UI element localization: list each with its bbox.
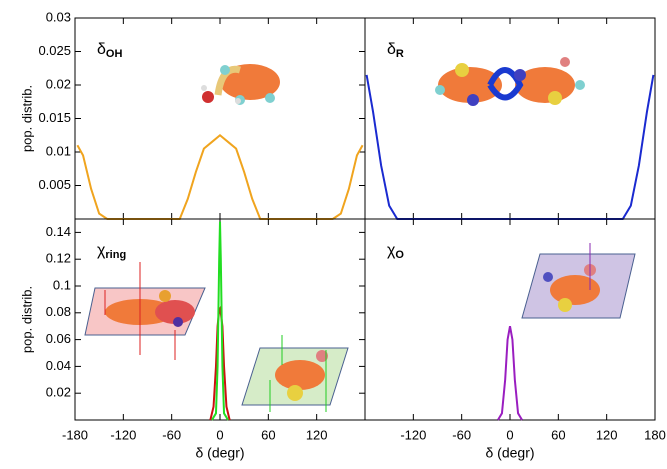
x-tick-label: 0 — [506, 427, 513, 442]
y-tick-label: 0.12 — [46, 251, 71, 266]
panel-label: δR — [387, 41, 404, 60]
y-tick-label: 0.1 — [53, 277, 71, 292]
x-tick-label: 60 — [261, 427, 275, 442]
y-tick-label: 0.02 — [46, 76, 71, 91]
y-tick-label: 0.08 — [46, 304, 71, 319]
x-tick-label: -120 — [110, 427, 136, 442]
plot-frame — [364, 218, 656, 421]
x-axis-label: δ (degr) — [485, 445, 534, 461]
panel-label-subscript: O — [395, 249, 404, 261]
inset-ring — [84, 262, 206, 360]
y-tick-label: 0.14 — [46, 224, 71, 239]
x-tick-label: 0 — [216, 427, 223, 442]
x-tick-label: 60 — [551, 427, 565, 442]
y-axis-label: pop. distrib. — [19, 85, 34, 152]
y-tick-label: 0.04 — [46, 358, 71, 373]
inset-r — [435, 57, 585, 106]
x-axis-label: δ (degr) — [195, 445, 244, 461]
x-tick-label: -180 — [62, 427, 88, 442]
series-line — [497, 326, 523, 421]
y-tick-label: 0.005 — [38, 177, 71, 192]
plot-frame — [364, 17, 656, 220]
y-tick-label: 0.03 — [46, 9, 71, 24]
y-tick-label: 0.02 — [46, 385, 71, 400]
series-line — [211, 221, 229, 421]
y-axis-label: pop. distrib. — [19, 286, 34, 353]
panel-label-subscript: OH — [106, 48, 123, 60]
panel-label-subscript: R — [396, 48, 404, 60]
series-line — [76, 133, 364, 220]
y-tick-label: 0.015 — [38, 110, 71, 125]
panel-label: χring — [97, 242, 126, 261]
x-tick-label: -60 — [162, 427, 181, 442]
y-tick-label: 0.025 — [38, 43, 71, 58]
inset-oh — [201, 64, 280, 105]
x-tick-label: 180 — [644, 427, 666, 442]
panel-label-symbol: δ — [387, 41, 396, 58]
panel-label-subscript: ring — [105, 249, 126, 261]
panel-label: δOH — [97, 41, 122, 60]
series-line — [209, 306, 231, 421]
y-tick-label: 0.06 — [46, 331, 71, 346]
inset-ring-green — [241, 335, 349, 412]
x-tick-label: 120 — [596, 427, 618, 442]
panel-label-symbol: δ — [97, 41, 106, 58]
y-tick-label: 0.01 — [46, 143, 71, 158]
x-tick-label: 120 — [306, 427, 328, 442]
panel-label-symbol: χ — [387, 242, 396, 259]
inset-o — [521, 243, 636, 319]
panel-label: χO — [387, 242, 404, 261]
x-tick-label: -120 — [400, 427, 426, 442]
x-tick-label: -60 — [452, 427, 471, 442]
panel-label-symbol: χ — [97, 242, 106, 259]
